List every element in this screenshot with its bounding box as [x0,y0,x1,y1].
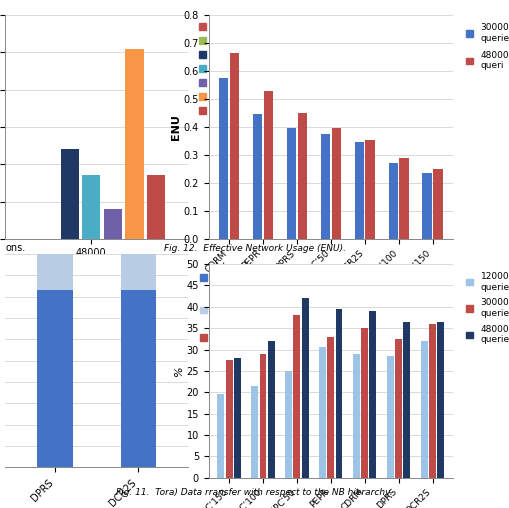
Bar [302,298,308,478]
Bar [264,90,273,239]
Bar [335,309,343,478]
Bar [327,337,334,478]
Text: ons.: ons. [5,243,25,253]
Bar [125,49,144,239]
Text: Fig. 11.  Tora) Data rransfer with respect to the NB hierarchy.: Fig. 11. Tora) Data rransfer with respec… [116,488,393,497]
Text: Repl.
strat.: Repl. strat. [427,324,453,345]
Bar [387,356,394,478]
Bar [355,142,364,239]
Bar [253,114,262,239]
Bar [121,209,156,250]
Bar [400,158,409,239]
Legend: 12000
querie, 30000
querie, 48000
querie: 12000 querie, 30000 querie, 48000 querie [462,269,509,347]
Bar [421,341,428,478]
Bar [361,328,368,478]
Bar [286,371,292,478]
Y-axis label: %: % [174,366,184,376]
Bar [287,128,296,239]
Bar [395,339,402,478]
Bar [298,113,307,239]
Bar [234,358,241,478]
Bar [230,53,239,239]
Bar [429,324,436,478]
X-axis label: # Queries: # Queries [72,264,121,274]
Legend: 30000
querie, 48000
queri: 30000 querie, 48000 queri [462,20,509,74]
Bar [353,354,360,478]
Bar [437,322,444,478]
Bar [260,354,266,478]
Bar [82,175,100,239]
Bar [319,347,326,478]
Bar [37,207,73,254]
Bar [433,170,443,239]
Bar [61,149,79,239]
Bar [268,341,274,478]
Bar [422,173,432,239]
Bar [147,175,165,239]
Bar [37,290,73,467]
Text: Fig. 12.  Effective Network Usage (ENU).: Fig. 12. Effective Network Usage (ENU). [163,244,346,253]
Bar [219,78,229,239]
Bar [251,386,258,478]
Bar [365,140,375,239]
Bar [404,322,410,478]
Bar [370,311,376,478]
Bar [225,360,233,478]
Legend: Inter
Region
Transfer, Inter DC
Transfer, Intra DC
transfer: Inter Region Transfer, Inter DC Transfer… [196,259,256,351]
Bar [104,209,122,239]
Y-axis label: ENU: ENU [171,114,181,140]
Legend: PEPR, CDRM, RSPC'50, RSPC'100, RSPC'150, DCR2S, DPRS: PEPR, CDRM, RSPC'50, RSPC'100, RSPC'150,… [196,20,260,118]
Bar [37,254,73,290]
Bar [321,134,330,239]
Bar [294,315,300,478]
Bar [331,129,341,239]
Bar [217,394,224,478]
Bar [388,164,398,239]
Bar [121,250,156,290]
Bar [121,290,156,467]
